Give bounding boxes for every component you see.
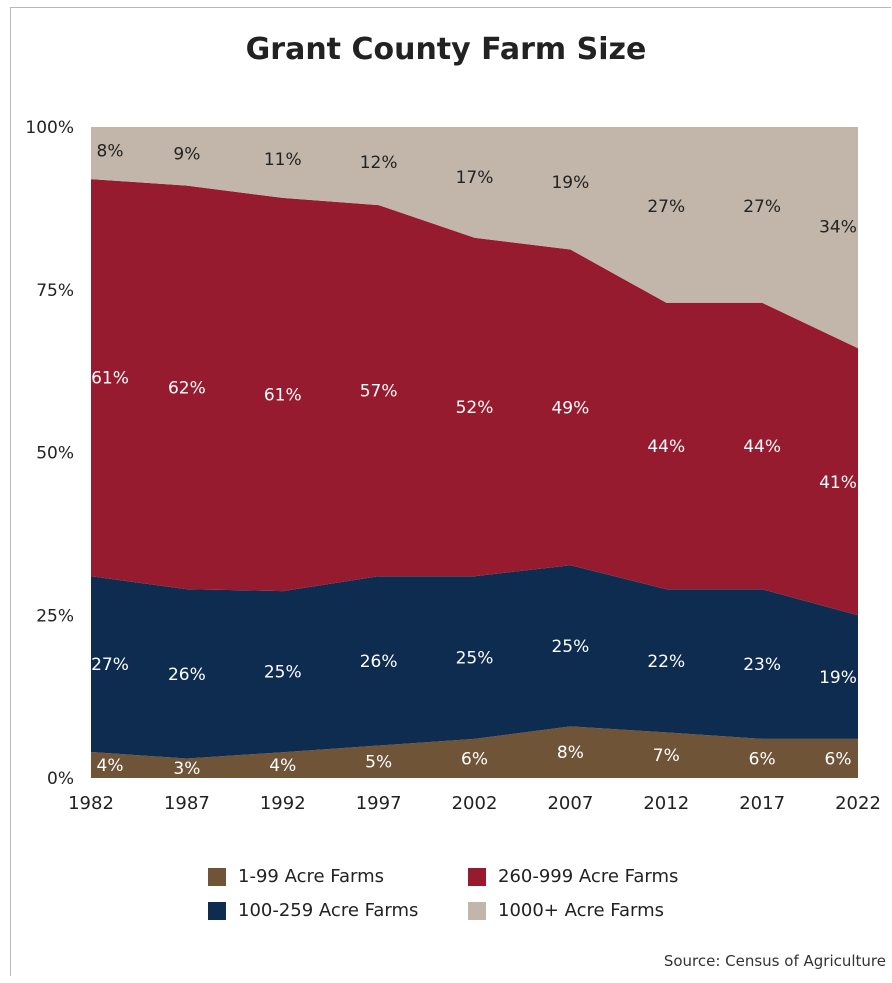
x-tick-label: 2022 <box>835 793 881 814</box>
data-label: 57% <box>360 382 398 402</box>
legend-swatch <box>208 867 226 886</box>
x-tick-label: 1987 <box>164 793 210 814</box>
data-label: 62% <box>168 378 206 398</box>
area-series-2 <box>91 179 858 616</box>
data-label: 52% <box>456 398 494 418</box>
y-tick-label: 75% <box>36 281 74 301</box>
legend-label: 260-999 Acre Farms <box>498 866 679 887</box>
legend-item-260-999: 260-999 Acre Farms <box>468 866 678 887</box>
data-label: 26% <box>360 652 398 672</box>
data-label: 6% <box>461 749 488 769</box>
area-layer <box>91 127 858 778</box>
data-label: 5% <box>365 753 392 773</box>
data-label: 61% <box>264 385 302 405</box>
chart-title: Grant County Farm Size <box>245 32 647 67</box>
data-label: 23% <box>743 655 781 675</box>
x-tick-label: 1992 <box>260 793 306 814</box>
data-label: 25% <box>264 663 302 683</box>
data-label: 22% <box>647 652 685 672</box>
data-label: 7% <box>653 746 680 766</box>
data-label: 26% <box>168 665 206 685</box>
y-tick-label: 50% <box>36 444 74 464</box>
chart-frame <box>10 7 891 976</box>
data-label: 11% <box>264 150 302 170</box>
data-label: 19% <box>551 173 589 193</box>
data-label: 61% <box>91 369 129 389</box>
data-label: 27% <box>743 197 781 217</box>
y-axis-labels: 0% 25% 50% 75% 100% <box>25 118 74 789</box>
data-label: 9% <box>173 144 200 164</box>
data-label: 44% <box>743 437 781 457</box>
legend-label: 1-99 Acre Farms <box>238 866 384 887</box>
data-label: 17% <box>456 168 494 188</box>
data-label: 4% <box>269 756 296 776</box>
x-tick-label: 2002 <box>452 793 498 814</box>
y-tick-label: 25% <box>36 606 74 626</box>
legend-swatch <box>208 901 226 920</box>
data-label: 49% <box>551 398 589 418</box>
legend-item-100-259: 100-259 Acre Farms <box>208 900 418 921</box>
data-label: 12% <box>360 153 398 173</box>
data-label: 6% <box>825 749 852 769</box>
data-label: 25% <box>456 649 494 669</box>
legend-item-1000-plus: 1000+ Acre Farms <box>468 900 664 921</box>
data-label: 3% <box>173 759 200 779</box>
x-tick-label: 1997 <box>356 793 402 814</box>
area-series-0 <box>91 726 858 778</box>
area-series-1 <box>91 565 858 759</box>
data-label: 27% <box>91 655 129 675</box>
legend-item-1-99: 1-99 Acre Farms <box>208 866 384 887</box>
data-label: 41% <box>819 473 857 493</box>
data-label: 4% <box>97 756 124 776</box>
x-tick-label: 2012 <box>643 793 689 814</box>
legend-swatch <box>468 867 486 886</box>
x-tick-label: 1982 <box>68 793 114 814</box>
x-tick-label: 2017 <box>739 793 785 814</box>
legend-swatch <box>468 901 486 920</box>
data-labels: 4% 3% 4% 5% 6% 8% 7% 6% 6% 27% 26% 25% 26% 25% 25% 22% 2… <box>91 141 857 779</box>
data-label: 8% <box>557 743 584 763</box>
data-label: 44% <box>647 437 685 457</box>
legend-label: 1000+ Acre Farms <box>498 900 665 921</box>
legend-label: 100-259 Acre Farms <box>238 900 419 921</box>
data-label: 34% <box>819 218 857 238</box>
source-note: Source: Census of Agriculture <box>663 952 886 970</box>
x-axis-labels: 1982 1987 1992 1997 2002 2007 2012 2017 2022 <box>68 793 881 814</box>
x-tick-label: 2007 <box>547 793 593 814</box>
data-label: 19% <box>819 668 857 688</box>
y-tick-label: 0% <box>47 769 74 789</box>
y-tick-label: 100% <box>25 118 74 138</box>
data-label: 6% <box>749 749 776 769</box>
data-label: 27% <box>647 197 685 217</box>
data-label: 8% <box>97 141 124 161</box>
data-label: 25% <box>551 637 589 657</box>
area-series-3 <box>91 127 858 349</box>
